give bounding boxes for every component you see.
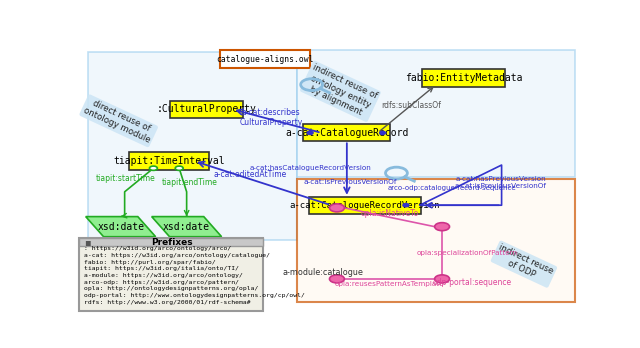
Circle shape	[380, 131, 385, 134]
Text: fabio: http://purl.org/spar/fabio/: fabio: http://purl.org/spar/fabio/	[84, 260, 216, 264]
Text: opla:isNativeTo: opla:isNativeTo	[360, 209, 419, 218]
FancyBboxPatch shape	[297, 50, 575, 176]
Circle shape	[307, 131, 313, 134]
Text: Prefixes: Prefixes	[151, 238, 193, 247]
Text: odp-portal:sequence: odp-portal:sequence	[432, 278, 511, 287]
Circle shape	[175, 166, 183, 171]
Text: xsd:date: xsd:date	[97, 222, 144, 232]
FancyBboxPatch shape	[308, 197, 420, 214]
Text: opla:specializationOfPattern: opla:specializationOfPattern	[416, 251, 518, 256]
Text: a-cat:editedAtTime: a-cat:editedAtTime	[213, 170, 286, 179]
Text: opla: http://ontologydesignpatterns.org/opla/: opla: http://ontologydesignpatterns.org/…	[84, 286, 259, 291]
Text: ▪: ▪	[84, 237, 91, 247]
Text: tiapit:TimeInterval: tiapit:TimeInterval	[113, 156, 225, 166]
Polygon shape	[86, 216, 156, 237]
Text: opla:reusesPatternAsTemplate: opla:reusesPatternAsTemplate	[335, 281, 444, 287]
FancyBboxPatch shape	[303, 124, 390, 141]
Text: a-cat:CatalogueRecordVersion: a-cat:CatalogueRecordVersion	[289, 201, 440, 210]
FancyBboxPatch shape	[220, 50, 310, 68]
Text: tiapit: https://w3id.org/italia/onto/TI/: tiapit: https://w3id.org/italia/onto/TI/	[84, 266, 239, 271]
FancyBboxPatch shape	[79, 238, 262, 310]
Circle shape	[330, 204, 344, 212]
Text: rdfs:subClassOf: rdfs:subClassOf	[381, 101, 441, 110]
Text: : https://w3id.org/arco/ontology/arco/: : https://w3id.org/arco/ontology/arco/	[84, 246, 231, 251]
Text: a-module:catalogue: a-module:catalogue	[283, 268, 364, 277]
Text: fabio:EntityMetadata: fabio:EntityMetadata	[404, 73, 522, 83]
Circle shape	[435, 275, 449, 283]
Circle shape	[330, 275, 344, 283]
Circle shape	[435, 223, 449, 231]
FancyBboxPatch shape	[297, 179, 575, 302]
Text: xsd:date: xsd:date	[163, 222, 210, 232]
Text: direct reuse of
ontology module: direct reuse of ontology module	[82, 97, 156, 145]
Text: indirect reuse
of ODP: indirect reuse of ODP	[493, 243, 555, 285]
FancyBboxPatch shape	[129, 152, 209, 169]
Text: catalogue-aligns.owl: catalogue-aligns.owl	[216, 55, 313, 64]
Text: a-cat:hasCatalogueRecordVersion: a-cat:hasCatalogueRecordVersion	[249, 165, 371, 171]
Text: a-cat:describes
CulturalProperty: a-cat:describes CulturalProperty	[239, 108, 303, 127]
FancyBboxPatch shape	[170, 101, 243, 118]
FancyBboxPatch shape	[88, 52, 297, 239]
Text: a-cat: https://w3id.org/arco/ontology/catalogue/: a-cat: https://w3id.org/arco/ontology/ca…	[84, 253, 270, 258]
Text: :CulturalProperty: :CulturalProperty	[157, 104, 257, 114]
FancyBboxPatch shape	[422, 69, 505, 87]
FancyBboxPatch shape	[79, 238, 262, 246]
Text: indirect reuse of
ontology entity
by alignment: indirect reuse of ontology entity by ali…	[302, 63, 379, 120]
Circle shape	[150, 166, 157, 171]
Text: tiapit:endTime: tiapit:endTime	[162, 178, 218, 187]
Text: a-module: https://w3id.org/arco/ontology/: a-module: https://w3id.org/arco/ontology…	[84, 273, 243, 278]
Polygon shape	[152, 216, 221, 237]
Text: tiapit:startTime: tiapit:startTime	[96, 174, 156, 183]
Text: a-cat:CatalogueRecord: a-cat:CatalogueRecord	[285, 128, 408, 138]
Text: odp-portal: http://www.ontologydesignpatterns.org/cp/owl/: odp-portal: http://www.ontologydesignpat…	[84, 293, 305, 298]
Circle shape	[403, 204, 409, 207]
Text: rdfs: http://www.w3.org/2000/01/rdf-schema#: rdfs: http://www.w3.org/2000/01/rdf-sche…	[84, 300, 251, 305]
Text: a-cat:isPreviousVersionOf: a-cat:isPreviousVersionOf	[303, 180, 397, 185]
Text: arco-odp: https://w3id.org/arco/pattern/: arco-odp: https://w3id.org/arco/pattern/	[84, 280, 239, 285]
Text: arco-odp:catalogue-record-sequence: arco-odp:catalogue-record-sequence	[388, 185, 516, 191]
Text: a-cat:hasPreviousVersion
a-cat:isPreviousVersionOf: a-cat:hasPreviousVersion a-cat:isPreviou…	[454, 176, 547, 189]
